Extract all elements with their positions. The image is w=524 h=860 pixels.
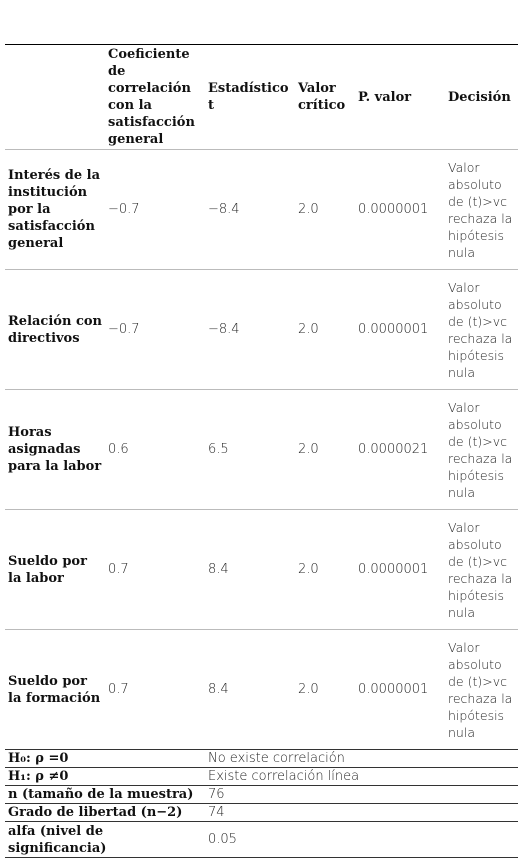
table-cell: 0.0000001 <box>355 149 445 270</box>
table-cell: Horas asignadas para la labor <box>5 389 105 510</box>
table-cell: 8.4 <box>205 509 295 630</box>
table-cell: 2.0 <box>295 269 355 390</box>
table-cell <box>5 45 105 150</box>
data-row: Sueldo por la formación 0.7 8.4 2.0 0.000000… <box>5 629 518 750</box>
table-cell: No existe correlación <box>205 749 518 768</box>
table-cell: 0.7 <box>105 629 205 750</box>
table-cell: Relación con directivos <box>5 269 105 390</box>
table-cell: P. valor <box>358 89 412 105</box>
table-cell: Valor absoluto de (t)>vc rechaza la hipó… <box>445 629 518 750</box>
table-cell: 0.0000001 <box>355 629 445 750</box>
footer-row: Grado de libertad (n−2) 74 <box>5 803 518 822</box>
table-cell: Valor absoluto de (t)>vc rechaza la hipó… <box>445 149 518 270</box>
table-cell: −0.7 <box>105 269 205 390</box>
data-row: Relación con directivos −0.7 −8.4 2.0 0.0000… <box>5 269 518 390</box>
table-cell: Coeficiente de correlación con la satisf… <box>108 47 195 147</box>
table-cell: Valor absoluto de (t)>vc rechaza la hipó… <box>445 269 518 390</box>
table-cell: 0.0000001 <box>355 509 445 630</box>
footer-row: alfa (nivel de significancia) 0.05 <box>5 821 518 858</box>
table-cell: 2.0 <box>295 509 355 630</box>
data-row: Horas asignadas para la labor 0.6 6.5 2.0 0.… <box>5 389 518 510</box>
table-cell: 0.7 <box>105 509 205 630</box>
footer-row: n (tamaño de la muestra) 76 <box>5 785 518 804</box>
table-cell: 0.0000021 <box>355 389 445 510</box>
table-cell: Estadístico t <box>208 81 289 113</box>
table-cell: Existe correlación línea <box>205 767 518 786</box>
table-cell: 76 <box>205 785 518 804</box>
table-cell: Valor crítico <box>298 81 346 113</box>
data-row: Interés de la institución por la satisfa… <box>5 149 518 270</box>
table-cell: Valor absoluto de (t)>vc rechaza la hipó… <box>445 509 518 630</box>
table-cell: Decisión <box>448 89 511 105</box>
table-cell: Valor absoluto de (t)>vc rechaza la hipó… <box>445 389 518 510</box>
table-cell: 2.0 <box>295 149 355 270</box>
table-cell: 2.0 <box>295 629 355 750</box>
table-cell: H₁: ρ ≠0 <box>5 767 205 786</box>
table-cell: 6.5 <box>205 389 295 510</box>
table-cell: Interés de la institución por la satisfa… <box>5 149 105 270</box>
table-cell: 2.0 <box>295 389 355 510</box>
table-cell: 0.0000001 <box>355 269 445 390</box>
table-cell: 0.05 <box>205 821 518 858</box>
table-cell: 8.4 <box>205 629 295 750</box>
table-cell: 0.6 <box>105 389 205 510</box>
header-row: Coeficiente de correlación con la satisf… <box>5 45 518 150</box>
table-cell: H₀: ρ =0 <box>5 749 205 768</box>
results-table: Coeficiente de correlación con la satisf… <box>5 44 518 858</box>
table-cell: Sueldo por la labor <box>5 509 105 630</box>
footer-row: H₀: ρ =0 No existe correlación <box>5 749 518 768</box>
table-cell: −8.4 <box>205 269 295 390</box>
footer-row: H₁: ρ ≠0 Existe correlación línea <box>5 767 518 786</box>
table-cell: Grado de libertad (n−2) <box>5 803 205 822</box>
table-cell: Sueldo por la formación <box>5 629 105 750</box>
table-cell: −0.7 <box>105 149 205 270</box>
table-cell: n (tamaño de la muestra) <box>5 785 205 804</box>
table-cell: −8.4 <box>205 149 295 270</box>
table-cell: 74 <box>205 803 518 822</box>
data-row: Sueldo por la labor 0.7 8.4 2.0 0.0000001 Val… <box>5 509 518 630</box>
table-cell: alfa (nivel de significancia) <box>5 821 205 858</box>
